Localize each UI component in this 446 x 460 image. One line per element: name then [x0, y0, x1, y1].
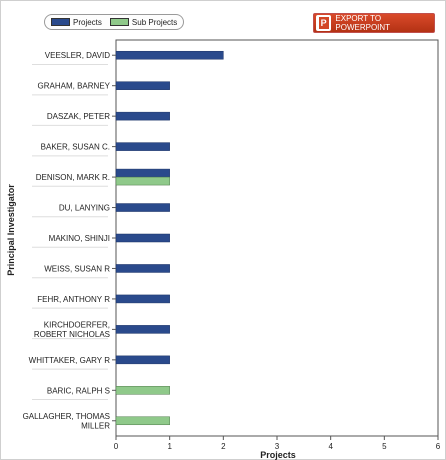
- y-tick-label-line: DU, LANYING: [59, 204, 110, 213]
- y-tick-label-line: KIRCHDOERFER,: [44, 321, 110, 330]
- y-tick-label: DU, LANYING: [59, 204, 110, 213]
- y-tick-label: BARIC, RALPH S: [47, 386, 110, 395]
- y-axis-title: Principal Investigator: [6, 184, 16, 276]
- legend-item-sub-projects: Sub Projects: [109, 17, 178, 27]
- legend-item-projects: Projects: [51, 18, 102, 27]
- x-tick-label: 6: [436, 442, 441, 451]
- bar-sub-projects: [115, 416, 170, 426]
- y-tick-label-line: GALLAGHER, THOMAS: [23, 412, 110, 421]
- bar-projects: [115, 203, 170, 212]
- y-tick-label: BAKER, SUSAN C.: [41, 143, 110, 152]
- bar-projects: [115, 142, 170, 151]
- y-tick-label-line: MAKINO, SHINJI: [49, 234, 110, 243]
- y-tick-label-line: VEESLER, DAVID: [45, 51, 110, 60]
- export-button-label: EXPORT TO POWERPOINT: [335, 14, 391, 32]
- legend-swatch-sub-projects: [109, 18, 129, 26]
- bar-projects: [115, 111, 170, 121]
- bar-projects: [115, 233, 170, 243]
- bar-projects: [115, 264, 170, 273]
- legend-label-projects: Projects: [73, 17, 102, 27]
- y-tick-label: GALLAGHER, THOMAS MILLER: [23, 412, 111, 431]
- bar-projects: [115, 325, 170, 334]
- y-tick-label-line: WHITTAKER, GARY R: [29, 356, 111, 365]
- bar-sub-projects: [115, 386, 170, 395]
- legend-swatch-projects: [51, 18, 70, 26]
- x-tick-label: 1: [167, 442, 172, 451]
- legend: Projects Sub Projects: [44, 14, 185, 30]
- y-tick-label-line: BAKER, SUSAN C.: [41, 143, 110, 152]
- y-tick-label: WEISS, SUSAN R: [44, 264, 110, 273]
- bar-sub-projects: [115, 176, 170, 186]
- y-tick-label-line: GRAHAM, BARNEY: [38, 82, 111, 91]
- x-axis-title: Projects: [260, 450, 296, 460]
- y-tick-label: VEESLER, DAVID: [45, 51, 110, 60]
- y-tick-label-line: FEHR, ANTHONY R: [37, 295, 110, 304]
- bar-projects: [115, 50, 224, 60]
- y-tick-label-line: MILLER: [81, 422, 110, 431]
- export-to-powerpoint-button[interactable]: P EXPORT TO POWERPOINT: [313, 13, 435, 33]
- y-tick-label: FEHR, ANTHONY R: [37, 295, 110, 304]
- y-tick-label-line: ROBERT NICHOLAS: [34, 330, 110, 339]
- legend-label-sub-projects: Sub Projects: [131, 17, 178, 27]
- powerpoint-icon: P: [316, 15, 332, 31]
- bar-projects: [115, 168, 170, 178]
- y-tick-label: WHITTAKER, GARY R: [29, 356, 111, 365]
- x-tick-label: 4: [328, 442, 333, 451]
- y-tick-label: GRAHAM, BARNEY: [38, 82, 111, 91]
- y-tick-label-line: DENISON, MARK R.: [36, 173, 110, 182]
- y-tick-label: KIRCHDOERFER, ROBERT NICHOLAS: [34, 321, 110, 340]
- bar-projects: [115, 294, 170, 304]
- x-tick-label: 5: [382, 442, 387, 451]
- y-tick-label-line: WEISS, SUSAN R: [44, 264, 110, 273]
- x-tick-label: 3: [275, 442, 280, 451]
- y-tick-label-line: DASZAK, PETER: [47, 112, 110, 121]
- y-tick-label: MAKINO, SHINJI: [49, 234, 110, 243]
- y-tick-label-line: BARIC, RALPH S: [47, 386, 110, 395]
- x-tick-label: 2: [221, 442, 226, 451]
- x-tick-label: 0: [114, 442, 119, 451]
- bar-projects: [115, 355, 170, 365]
- y-tick-label: DASZAK, PETER: [47, 112, 110, 121]
- bar-projects: [115, 81, 170, 90]
- y-tick-label: DENISON, MARK R.: [36, 173, 110, 182]
